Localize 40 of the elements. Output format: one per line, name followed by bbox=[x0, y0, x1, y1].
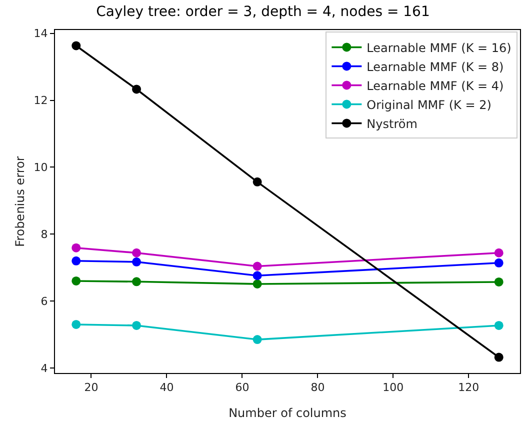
x-tick-label: 80 bbox=[310, 381, 325, 394]
y-tick-label: 4 bbox=[40, 362, 48, 375]
point bbox=[494, 248, 504, 258]
point bbox=[132, 84, 142, 94]
legend-label: Learnable MMF (K = 8) bbox=[366, 60, 504, 74]
x-tick-label: 100 bbox=[382, 381, 404, 394]
legend-label: Nyström bbox=[366, 116, 418, 131]
point bbox=[252, 335, 262, 344]
chart-title: Cayley tree: order = 3, depth = 4, nodes = 161 bbox=[96, 4, 430, 20]
point bbox=[252, 262, 262, 271]
y-tick-label: 14 bbox=[34, 27, 48, 40]
x-tick-label: 20 bbox=[84, 381, 98, 394]
x-tick-label: 40 bbox=[160, 381, 174, 394]
point bbox=[72, 243, 81, 252]
point bbox=[494, 258, 504, 268]
point bbox=[132, 248, 142, 258]
x-tick-label: 60 bbox=[235, 381, 250, 394]
y-tick-label: 8 bbox=[40, 228, 48, 241]
point bbox=[252, 271, 262, 280]
y-axis-title: Frobenius error bbox=[13, 156, 28, 247]
point bbox=[252, 177, 262, 186]
legend-label: Learnable MMF (K = 4) bbox=[366, 78, 504, 93]
point bbox=[132, 320, 142, 330]
point bbox=[132, 277, 142, 286]
point bbox=[494, 352, 504, 362]
point bbox=[72, 41, 81, 50]
x-tick-label: 120 bbox=[458, 381, 480, 394]
point bbox=[72, 320, 81, 329]
x-axis-title: Number of columns bbox=[228, 406, 346, 420]
point bbox=[494, 277, 504, 286]
point bbox=[72, 256, 81, 266]
point bbox=[72, 276, 81, 286]
point bbox=[252, 279, 262, 288]
point bbox=[132, 257, 142, 266]
y-tick-label: 10 bbox=[34, 161, 48, 174]
point bbox=[494, 320, 504, 330]
legend-label: Learnable MMF (K = 16) bbox=[366, 40, 512, 55]
y-tick-label: 6 bbox=[40, 294, 48, 308]
y-tick-label: 12 bbox=[34, 94, 48, 108]
legend-label: Original MMF (K = 2) bbox=[366, 98, 492, 112]
